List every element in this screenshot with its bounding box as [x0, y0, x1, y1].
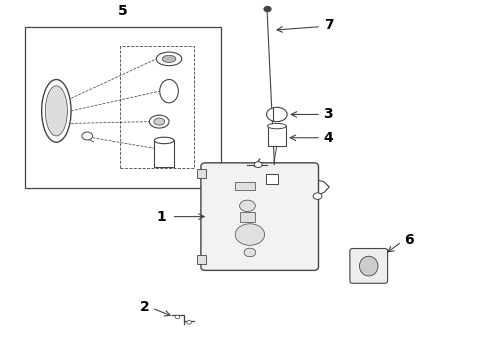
- Bar: [235, 182, 255, 190]
- Circle shape: [235, 224, 265, 245]
- Ellipse shape: [42, 80, 71, 142]
- Bar: [240, 212, 255, 222]
- Ellipse shape: [162, 55, 176, 63]
- Bar: [154, 140, 174, 167]
- Text: 1: 1: [157, 210, 167, 224]
- Text: 2: 2: [140, 300, 149, 314]
- Bar: [266, 174, 278, 184]
- Ellipse shape: [149, 115, 169, 128]
- Ellipse shape: [267, 107, 287, 122]
- Circle shape: [175, 315, 180, 319]
- Ellipse shape: [46, 86, 68, 136]
- Ellipse shape: [268, 123, 286, 129]
- Ellipse shape: [160, 80, 178, 103]
- Text: 4: 4: [323, 131, 333, 145]
- Text: 3: 3: [323, 107, 333, 121]
- Bar: [197, 255, 206, 264]
- Ellipse shape: [156, 52, 182, 66]
- Circle shape: [240, 200, 255, 212]
- Circle shape: [244, 248, 256, 257]
- Text: 6: 6: [404, 233, 414, 247]
- Ellipse shape: [154, 118, 165, 125]
- Circle shape: [264, 6, 271, 12]
- Ellipse shape: [359, 256, 378, 276]
- Text: 5: 5: [118, 4, 127, 18]
- Bar: [24, 27, 220, 188]
- Circle shape: [313, 193, 322, 199]
- Text: 7: 7: [324, 18, 334, 32]
- Bar: [268, 126, 286, 146]
- Circle shape: [254, 162, 262, 167]
- Bar: [197, 169, 206, 178]
- Bar: [120, 46, 194, 168]
- FancyBboxPatch shape: [201, 163, 318, 270]
- Ellipse shape: [82, 132, 93, 140]
- Ellipse shape: [154, 137, 174, 144]
- FancyBboxPatch shape: [350, 248, 388, 283]
- Circle shape: [187, 320, 192, 324]
